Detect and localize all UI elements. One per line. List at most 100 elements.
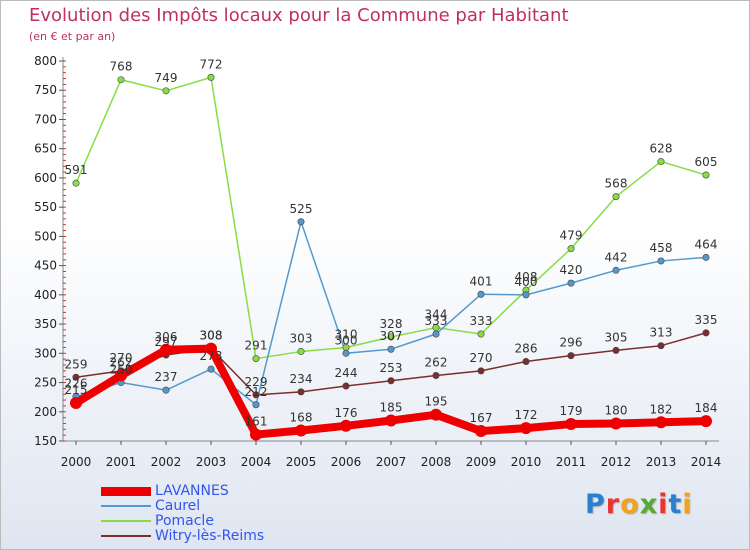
data-label-lavannes: 179 — [560, 404, 583, 418]
data-point-witry-l-s-reims — [387, 377, 395, 385]
x-tick-label: 2003 — [196, 455, 227, 469]
legend-label-pomacle: Pomacle — [155, 513, 214, 529]
chart-subtitle: (en € et par an) — [29, 30, 116, 43]
data-point-witry-l-s-reims — [522, 357, 530, 365]
data-point-caurel — [252, 401, 260, 409]
legend-swatch-witry — [101, 535, 151, 537]
data-label-lavannes: 184 — [695, 401, 718, 415]
data-label-witry-l-s-reims: 308 — [200, 329, 223, 343]
data-label-caurel: 420 — [560, 263, 583, 277]
data-label-caurel: 307 — [380, 329, 403, 343]
data-point-witry-l-s-reims — [612, 346, 620, 354]
data-label-lavannes: 182 — [650, 402, 673, 416]
data-label-pomacle: 310 — [335, 327, 358, 341]
data-point-lavannes — [565, 418, 577, 431]
data-point-caurel — [207, 365, 215, 373]
data-label-pomacle: 479 — [560, 229, 583, 243]
data-label-lavannes: 308 — [200, 329, 223, 343]
data-point-pomacle — [387, 333, 395, 341]
legend-swatch-pomacle — [101, 520, 151, 522]
y-tick-label: 250 — [34, 376, 57, 390]
data-label-witry-l-s-reims: 270 — [470, 351, 493, 365]
data-point-caurel — [432, 330, 440, 338]
data-point-lavannes — [205, 342, 217, 355]
x-tick-label: 2014 — [691, 455, 722, 469]
data-label-lavannes: 167 — [470, 411, 493, 425]
x-tick-label: 2000 — [61, 455, 92, 469]
legend-label-caurel: Caurel — [155, 498, 201, 514]
data-label-lavannes: 195 — [425, 395, 448, 409]
data-label-lavannes: 262 — [110, 356, 133, 370]
data-point-lavannes — [160, 343, 172, 356]
data-point-lavannes — [340, 419, 352, 432]
logo-letter: x — [639, 489, 659, 520]
data-label-witry-l-s-reims: 262 — [425, 356, 448, 370]
data-point-caurel — [387, 345, 395, 353]
chart-title: Evolution des Impôts locaux pour la Comm… — [29, 5, 569, 26]
data-label-witry-l-s-reims: 286 — [515, 341, 538, 355]
data-label-pomacle: 591 — [65, 163, 88, 177]
data-label-witry-l-s-reims: 296 — [560, 336, 583, 350]
data-label-pomacle: 628 — [650, 142, 673, 156]
data-label-caurel: 300 — [335, 333, 358, 347]
data-label-caurel: 458 — [650, 241, 673, 255]
data-point-witry-l-s-reims — [72, 373, 80, 381]
data-point-caurel — [477, 290, 485, 298]
data-point-pomacle — [477, 330, 485, 338]
data-point-caurel — [162, 386, 170, 394]
data-point-lavannes — [295, 424, 307, 437]
data-label-pomacle: 605 — [695, 155, 718, 169]
data-label-pomacle: 328 — [380, 317, 403, 331]
logo-letter: o — [620, 489, 640, 520]
y-tick-label: 400 — [34, 288, 57, 302]
data-point-pomacle — [612, 193, 620, 201]
data-label-caurel: 525 — [290, 202, 313, 216]
logo-letter: i — [658, 489, 669, 520]
data-point-witry-l-s-reims — [252, 391, 260, 399]
data-label-pomacle: 303 — [290, 332, 313, 346]
y-tick-label: 600 — [34, 171, 57, 185]
data-point-witry-l-s-reims — [432, 372, 440, 380]
data-point-lavannes — [520, 422, 532, 435]
x-tick-label: 2009 — [466, 455, 497, 469]
legend-label-witry: Witry-lès-Reims — [155, 528, 265, 544]
data-point-lavannes — [115, 369, 127, 382]
data-label-witry-l-s-reims: 305 — [605, 330, 628, 344]
y-tick-label: 500 — [34, 229, 57, 243]
legend-label-lavannes: LAVANNES — [155, 483, 229, 499]
data-point-caurel — [567, 279, 575, 287]
data-label-pomacle: 772 — [200, 57, 223, 71]
y-tick-label: 300 — [34, 346, 57, 360]
data-label-witry-l-s-reims: 270 — [110, 351, 133, 365]
data-label-lavannes: 180 — [605, 403, 628, 417]
data-label-pomacle: 344 — [425, 308, 448, 322]
x-tick-label: 2001 — [106, 455, 137, 469]
data-label-caurel: 273 — [200, 349, 223, 363]
x-tick-label: 2012 — [601, 455, 632, 469]
data-label-pomacle: 291 — [245, 339, 268, 353]
data-label-caurel: 442 — [605, 250, 628, 264]
data-label-witry-l-s-reims: 297 — [155, 335, 178, 349]
data-label-lavannes: 215 — [65, 383, 88, 397]
data-point-pomacle — [117, 76, 125, 84]
data-label-witry-l-s-reims: 234 — [290, 372, 313, 386]
data-point-lavannes — [430, 408, 442, 421]
data-label-caurel: 333 — [425, 314, 448, 328]
data-label-caurel: 212 — [245, 385, 268, 399]
data-point-lavannes — [385, 414, 397, 427]
data-point-lavannes — [655, 416, 667, 429]
data-point-lavannes — [70, 397, 82, 409]
data-label-witry-l-s-reims: 244 — [335, 366, 358, 380]
y-tick-label: 150 — [34, 434, 57, 448]
data-label-lavannes: 176 — [335, 406, 358, 420]
legend-swatch-caurel — [101, 505, 151, 507]
x-tick-label: 2013 — [646, 455, 677, 469]
data-point-witry-l-s-reims — [297, 388, 305, 396]
data-point-witry-l-s-reims — [702, 329, 710, 337]
data-point-caurel — [342, 349, 350, 357]
data-point-lavannes — [475, 425, 487, 438]
data-point-pomacle — [207, 73, 215, 81]
data-point-pomacle — [702, 171, 710, 179]
